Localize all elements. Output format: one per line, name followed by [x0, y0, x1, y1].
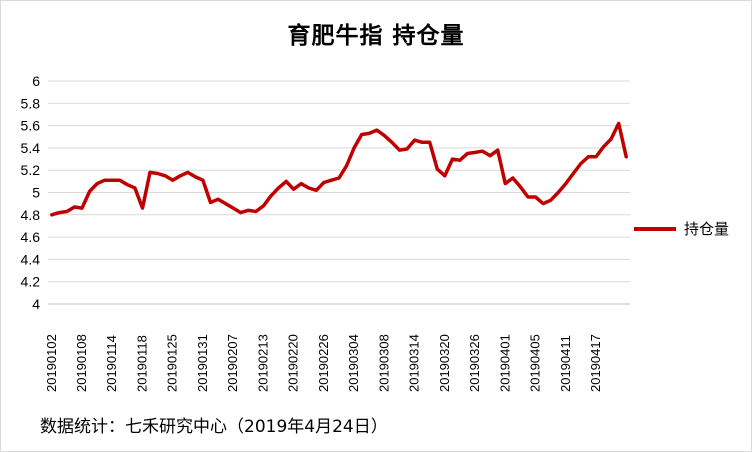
- chart-title: 育肥牛指 持仓量: [287, 23, 465, 49]
- y-tick-label: 5.8: [21, 95, 41, 111]
- y-tick-label: 6: [32, 73, 40, 89]
- x-tick-label: 20190131: [195, 334, 210, 392]
- x-tick-label: 20190314: [407, 334, 422, 392]
- y-tick-label: 4.4: [21, 251, 41, 267]
- y-tick-label: 4.8: [21, 207, 41, 223]
- legend-label: 持仓量: [684, 220, 730, 238]
- x-tick-label: 20190417: [588, 334, 603, 392]
- y-tick-label: 4.6: [21, 229, 41, 245]
- x-tick-label: 20190405: [528, 334, 543, 392]
- y-tick-label: 4.2: [21, 274, 41, 290]
- x-tick-label: 20190411: [558, 335, 573, 392]
- x-tick-label: 20190118: [134, 335, 149, 392]
- source-footer: 数据统计：七禾研究中心（2019年4月24日）: [40, 417, 388, 437]
- legend: 持仓量: [634, 218, 729, 239]
- x-tick-label: 20190226: [316, 334, 331, 392]
- legend-line-swatch: [634, 226, 676, 231]
- x-tick-label: 20190220: [286, 334, 301, 392]
- x-tick-label: 20190207: [225, 334, 240, 392]
- x-tick-label: 20190308: [376, 334, 391, 392]
- y-tick-label: 4: [32, 296, 40, 312]
- x-tick-label: 20190102: [44, 334, 59, 392]
- x-tick-label: 20190320: [437, 334, 452, 392]
- y-tick-label: 5.2: [21, 162, 41, 178]
- x-tick-label: 20190213: [255, 334, 270, 392]
- y-tick-label: 5.6: [21, 118, 41, 134]
- x-tick-label: 20190114: [104, 335, 119, 392]
- x-tick-label: 20190108: [74, 334, 89, 392]
- x-tick-label: 20190326: [467, 334, 482, 392]
- y-tick-label: 5: [32, 185, 40, 201]
- x-tick-label: 20190125: [165, 334, 180, 392]
- y-tick-label: 5.4: [21, 140, 41, 156]
- series-line-持仓量: [50, 121, 628, 217]
- x-tick-label: 20190304: [346, 334, 361, 392]
- x-tick-label: 20190401: [497, 334, 512, 392]
